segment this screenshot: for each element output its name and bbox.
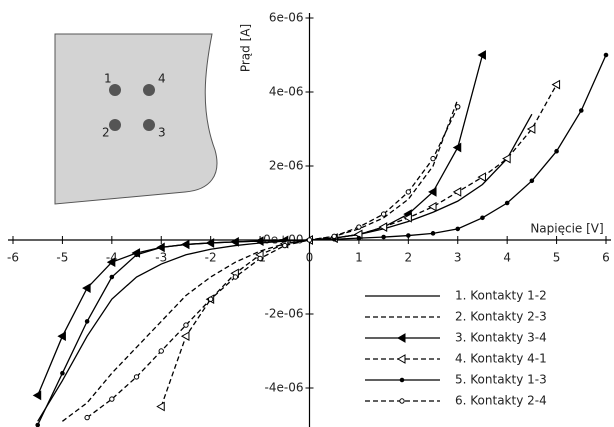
marker	[380, 211, 387, 217]
marker	[578, 108, 584, 113]
marker	[378, 222, 388, 232]
legend-marker	[396, 333, 406, 343]
marker	[455, 104, 461, 110]
marker	[282, 242, 288, 249]
x-tick-label: 0	[306, 251, 314, 265]
contact-label: 1	[104, 72, 112, 86]
marker	[603, 52, 609, 58]
marker	[331, 233, 337, 240]
marker	[282, 238, 288, 243]
marker	[257, 238, 263, 244]
marker	[60, 370, 65, 376]
marker	[84, 414, 90, 421]
marker	[406, 233, 411, 238]
marker	[133, 374, 140, 380]
marker	[356, 224, 362, 230]
marker	[232, 274, 239, 280]
contact-label: 4	[158, 72, 166, 86]
x-tick-label: -6	[7, 251, 19, 265]
contact	[143, 119, 155, 131]
x-tick-label: 1	[355, 251, 363, 265]
contact-label: 2	[102, 126, 110, 140]
marker	[257, 255, 263, 262]
marker	[208, 240, 213, 246]
x-tick-label: 4	[503, 251, 511, 265]
x-tick-label: -3	[155, 251, 167, 265]
marker	[430, 155, 436, 162]
series-line	[160, 84, 558, 407]
legend-label: 4. Kontakty 4-1	[455, 352, 547, 366]
marker	[109, 274, 115, 280]
marker	[306, 237, 313, 243]
marker	[502, 153, 511, 164]
marker	[477, 50, 486, 60]
marker	[156, 401, 165, 412]
legend-label: 5. Kontakty 1-3	[455, 373, 547, 387]
marker	[207, 296, 214, 302]
y-axis-label: Prąd [A]	[239, 24, 253, 72]
legend-marker	[396, 354, 406, 364]
marker	[180, 331, 190, 342]
legend-label: 6. Kontakty 2-4	[455, 394, 547, 408]
marker	[158, 245, 164, 250]
contact	[109, 84, 121, 96]
y-tick-label: 6e-06	[269, 11, 304, 25]
series-line	[37, 54, 607, 426]
marker	[403, 212, 412, 223]
legend-marker	[399, 377, 405, 383]
legend-marker	[399, 398, 405, 404]
marker	[109, 396, 115, 402]
y-tick-label: 4e-06	[269, 85, 304, 99]
legend-label: 3. Kontakty 3-4	[455, 331, 547, 345]
marker	[428, 201, 437, 212]
marker	[529, 178, 535, 184]
marker	[233, 239, 238, 245]
plot-area	[32, 50, 609, 427]
legend-label: 2. Kontakty 2-3	[455, 310, 547, 324]
marker	[477, 172, 486, 182]
marker	[82, 283, 91, 293]
x-tick-label: -5	[56, 251, 68, 265]
marker	[526, 124, 536, 134]
x-tick-label: 3	[454, 251, 462, 265]
marker	[32, 390, 42, 401]
marker	[551, 79, 561, 90]
series-line	[86, 106, 459, 419]
marker	[430, 231, 436, 236]
marker	[381, 234, 386, 240]
marker	[428, 187, 437, 197]
marker	[84, 319, 90, 324]
x-axis-label: Napięcie [V]	[530, 222, 603, 236]
marker	[452, 187, 462, 197]
x-tick-label: -4	[106, 251, 118, 265]
contact-label: 3	[158, 126, 166, 140]
contact	[143, 84, 155, 96]
marker	[106, 257, 116, 268]
marker	[480, 215, 485, 221]
marker	[405, 189, 412, 195]
marker	[455, 226, 461, 232]
marker	[356, 235, 362, 241]
sample-inset	[54, 33, 218, 205]
series-line	[62, 99, 459, 422]
legend-label: 1. Kontakty 1-2	[455, 289, 547, 303]
x-tick-label: 6	[602, 251, 610, 265]
marker	[35, 422, 41, 427]
y-tick-label: 2e-06	[269, 159, 304, 173]
y-tick-label: -4e-06	[265, 381, 304, 395]
x-tick-label: 2	[405, 251, 413, 265]
x-tick-label: 5	[553, 251, 561, 265]
marker	[158, 348, 164, 354]
marker	[183, 242, 189, 247]
marker	[452, 142, 462, 153]
marker	[504, 200, 510, 206]
marker	[183, 322, 189, 328]
y-tick-label: -2e-06	[265, 307, 304, 321]
x-tick-label: -2	[205, 251, 217, 265]
marker	[554, 148, 559, 154]
contact	[109, 119, 121, 131]
marker	[134, 252, 139, 258]
marker	[57, 331, 66, 342]
